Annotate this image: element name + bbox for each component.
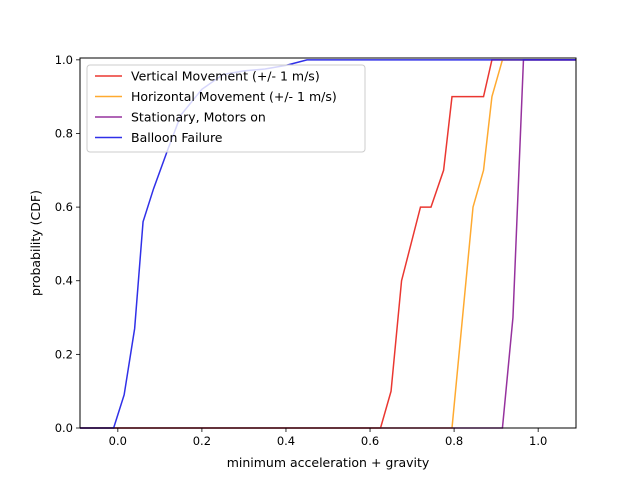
- legend-box: [86, 64, 366, 153]
- x-tick-label: 0.0: [109, 434, 127, 448]
- axes-frame: [79, 57, 577, 429]
- x-tick-label: 1.0: [529, 434, 547, 448]
- y-axis-label: probability (CDF): [28, 190, 43, 296]
- y-axis-ticks: 0.0 0.2 0.4 0.6 0.8 1.0: [55, 53, 80, 435]
- x-axis-ticks: 0.0 0.2 0.4 0.6 0.8 1.0: [109, 428, 547, 448]
- y-tick-label: 0.6: [55, 200, 73, 214]
- legend: Vertical Movement (+/- 1 m/s) Horizontal …: [86, 64, 366, 153]
- series-line-1: [80, 59, 576, 429]
- legend-label-4: Balloon Failure: [131, 130, 223, 145]
- y-tick-label: 0.4: [55, 274, 73, 288]
- y-tick-label: 0.0: [55, 421, 73, 435]
- legend-label-2: Horizontal Movement (+/- 1 m/s): [131, 89, 337, 104]
- y-tick-label: 1.0: [55, 53, 73, 67]
- y-tick-label: 0.8: [55, 126, 73, 140]
- legend-label-1: Vertical Movement (+/- 1 m/s): [131, 69, 320, 84]
- y-tick-label: 0.2: [55, 347, 73, 361]
- x-tick-label: 0.8: [445, 434, 463, 448]
- x-tick-label: 0.2: [193, 434, 211, 448]
- legend-label-3: Stationary, Motors on: [131, 110, 266, 125]
- x-tick-label: 0.6: [361, 434, 379, 448]
- x-axis-label: minimum acceleration + gravity: [227, 455, 430, 470]
- x-tick-label: 0.4: [277, 434, 295, 448]
